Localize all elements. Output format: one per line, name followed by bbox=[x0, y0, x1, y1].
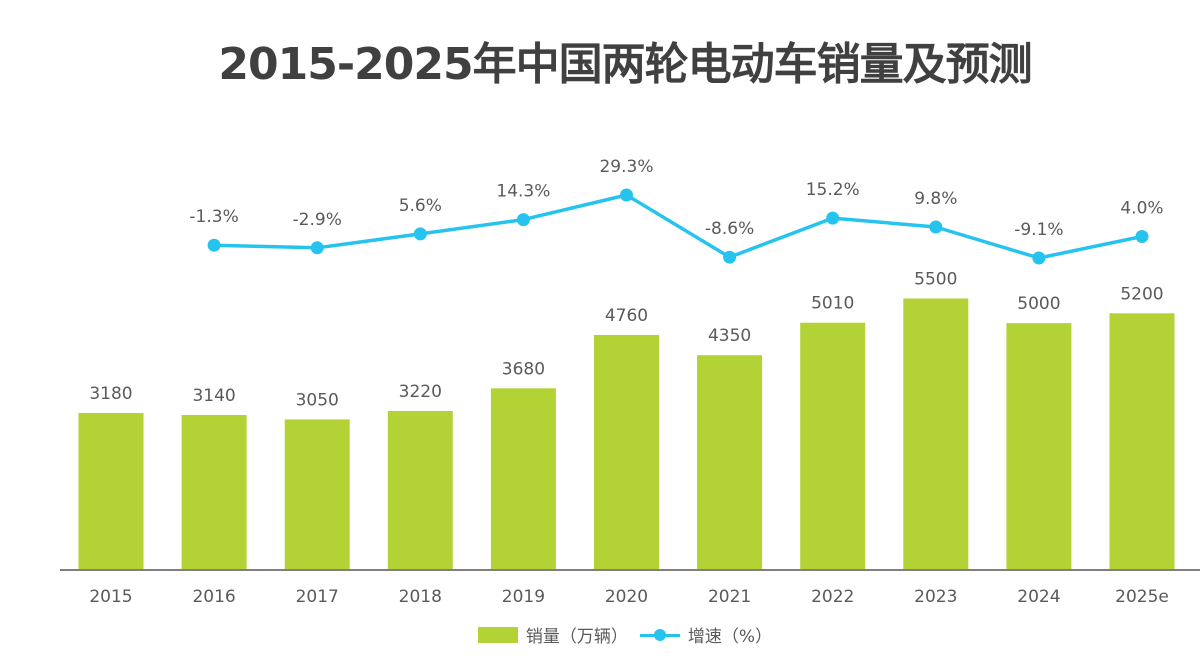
growth-label-2021: -8.6% bbox=[705, 219, 754, 239]
bar-label-2016: 3140 bbox=[192, 386, 235, 406]
chart-canvas: 3180 3140 3050 3220 3680 4760 4350 5010 5500 5000… bbox=[60, 157, 1200, 607]
growth-point-2025e bbox=[1135, 230, 1149, 243]
x-tick-2025e: 2025e bbox=[1115, 587, 1169, 607]
growth-point-2021 bbox=[723, 250, 737, 264]
x-tick-2018: 2018 bbox=[399, 587, 442, 607]
bar-label-2019: 3680 bbox=[502, 359, 545, 379]
growth-line bbox=[214, 193, 1143, 260]
bar-label-2024: 5000 bbox=[1017, 294, 1060, 314]
growth-point-2018 bbox=[413, 227, 427, 241]
bar-label-2020: 4760 bbox=[605, 306, 648, 326]
bar-2022 bbox=[800, 322, 866, 570]
bar-series bbox=[78, 298, 1175, 570]
bar-2020 bbox=[594, 335, 659, 570]
growth-label-2017: -2.9% bbox=[293, 210, 342, 230]
growth-label-2025e: 4.0% bbox=[1120, 199, 1163, 219]
x-tick-2016: 2016 bbox=[192, 587, 235, 607]
chart-title: 2015-2025年中国两轮电动车销量及预测 bbox=[218, 39, 1032, 90]
bar-label-2018: 3220 bbox=[399, 382, 442, 402]
growth-label-2016: -1.3% bbox=[189, 207, 238, 227]
growth-point-2020 bbox=[620, 188, 633, 202]
growth-point-2024 bbox=[1032, 251, 1046, 265]
growth-point-2019 bbox=[516, 213, 530, 227]
bar-label-2021: 4350 bbox=[708, 326, 751, 346]
bar-label-2023: 5500 bbox=[914, 270, 957, 290]
growth-point-2017 bbox=[310, 241, 324, 255]
growth-label-2020: 29.3% bbox=[599, 157, 653, 177]
legend-growth-label: 增速（%） bbox=[687, 627, 773, 647]
x-axis-ticks: 2015 2016 2017 2018 2019 2020 2021 2022 2023 2024… bbox=[89, 587, 1169, 607]
x-tick-2023: 2023 bbox=[914, 587, 957, 607]
growth-data-labels: -1.3% -2.9% 5.6% 14.3% 29.3% -8.6% 15.2% 9.8% -9… bbox=[189, 157, 1163, 240]
x-tick-2020: 2020 bbox=[605, 587, 648, 607]
bar-2023 bbox=[903, 298, 969, 570]
legend-line-marker-icon bbox=[639, 627, 680, 643]
growth-point-2016 bbox=[207, 238, 221, 252]
growth-point-2022 bbox=[826, 211, 840, 225]
x-tick-2022: 2022 bbox=[811, 587, 854, 607]
bar-label-2015: 3180 bbox=[89, 384, 132, 404]
growth-label-2024: -9.1% bbox=[1014, 220, 1063, 240]
legend-sales-label: 销量（万辆） bbox=[525, 627, 628, 647]
legend: 销量（万辆） 增速（%） bbox=[0, 622, 1200, 647]
x-tick-2015: 2015 bbox=[89, 587, 132, 607]
bar-2016 bbox=[181, 415, 247, 570]
legend-bar-swatch-icon bbox=[477, 626, 518, 643]
bar-label-2017: 3050 bbox=[296, 390, 339, 410]
growth-label-2023: 9.8% bbox=[914, 189, 957, 209]
bar-2025e bbox=[1109, 313, 1175, 570]
legend-item-growth[interactable]: 增速（%） bbox=[639, 622, 773, 647]
x-tick-2024: 2024 bbox=[1017, 587, 1060, 607]
x-tick-2021: 2021 bbox=[708, 587, 751, 607]
growth-label-2019: 14.3% bbox=[496, 182, 550, 202]
growth-label-2018: 5.6% bbox=[399, 196, 442, 216]
x-tick-2019: 2019 bbox=[502, 587, 545, 607]
bar-label-2022: 5010 bbox=[811, 294, 854, 314]
bar-data-labels: 3180 3140 3050 3220 3680 4760 4350 5010 5500 5000… bbox=[89, 270, 1163, 411]
bar-2015 bbox=[78, 413, 144, 570]
growth-point-2023 bbox=[929, 220, 943, 234]
x-tick-2017: 2017 bbox=[296, 587, 339, 607]
growth-line-series bbox=[207, 188, 1149, 265]
bar-2021 bbox=[697, 355, 763, 570]
growth-label-2022: 15.2% bbox=[806, 180, 860, 200]
bar-2017 bbox=[284, 419, 350, 570]
legend-item-sales[interactable]: 销量（万辆） bbox=[477, 622, 628, 647]
bar-2019 bbox=[490, 388, 556, 570]
bar-2018 bbox=[387, 411, 453, 570]
bar-label-2025e: 5200 bbox=[1120, 284, 1163, 304]
bar-2024 bbox=[1006, 323, 1072, 570]
